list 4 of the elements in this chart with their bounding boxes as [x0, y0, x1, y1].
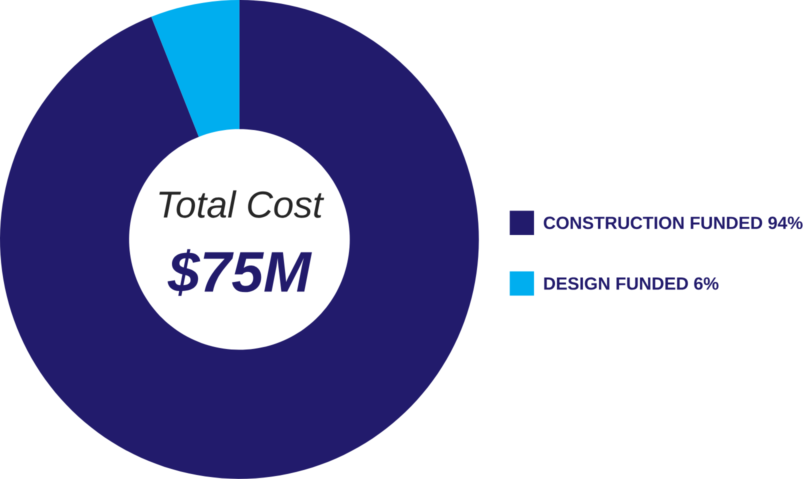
text: $75M [168, 249, 312, 296]
legend-label: CONSTRUCTION FUNDED 94% [544, 216, 802, 230]
text: Total Cost [159, 190, 324, 218]
legend-label: DESIGN FUNDED 6% [544, 277, 718, 290]
